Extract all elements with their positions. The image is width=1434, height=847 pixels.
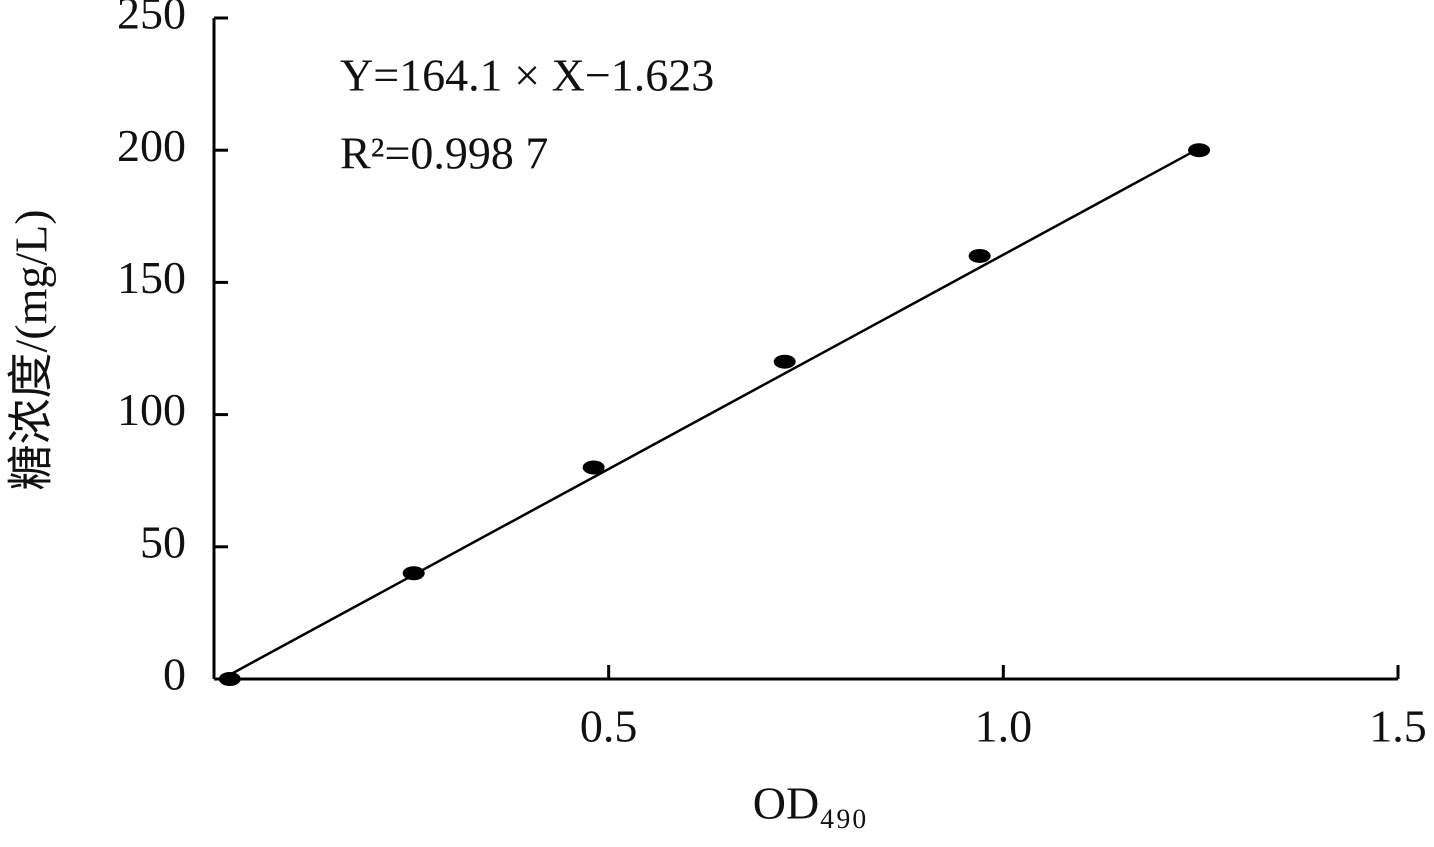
fit-line [221,146,1202,681]
equation: Y=164.1 × X−1.623 [340,50,714,101]
data-point [218,672,241,686]
y-tick-label: 150 [117,252,186,303]
y-tick-label: 100 [117,384,186,435]
x-tick-label: 1.5 [1369,701,1427,752]
y-axis-label: 糖浓度/(mg/L) [6,209,57,490]
r-squared: R²=0.998 7 [340,128,548,179]
y-tick-label: 200 [117,120,186,171]
y-tick-label: 250 [117,0,186,39]
data-point [582,460,605,475]
x-tick-label: 1.0 [975,701,1033,752]
y-tick-label: 0 [163,649,186,700]
data-point [1188,143,1211,158]
x-axis-label: OD₄₉₀ [753,778,868,829]
data-point [968,248,991,263]
x-tick-label: 0.5 [580,701,638,752]
y-tick-label: 50 [140,516,186,567]
data-point [773,354,796,369]
